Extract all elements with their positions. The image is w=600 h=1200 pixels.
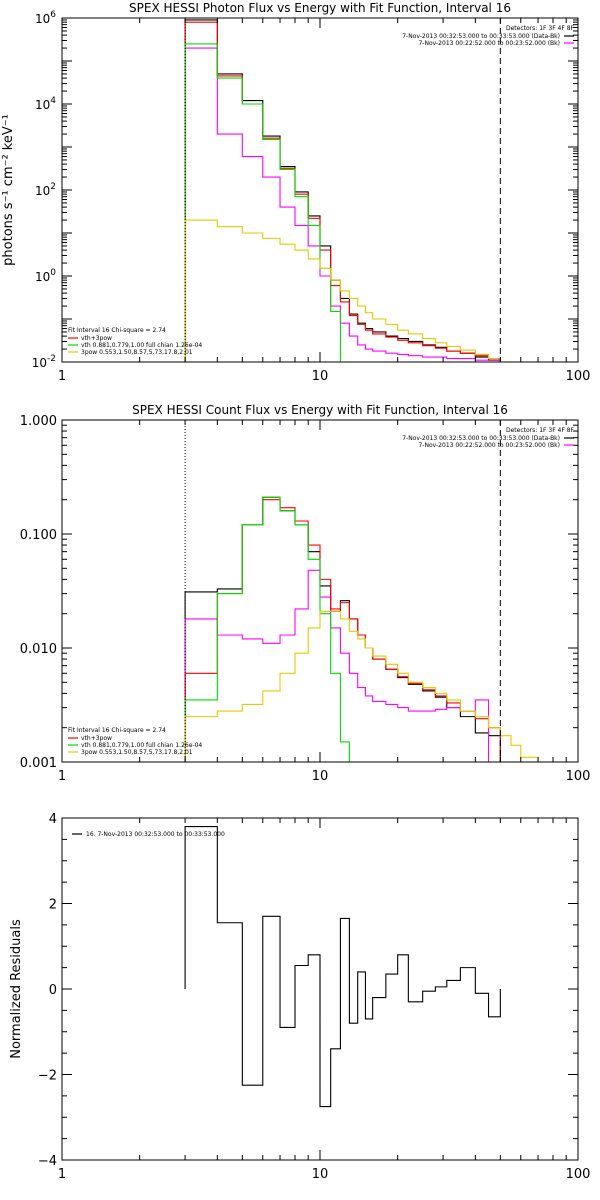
legend-entry-label: 3pow 0.553,1.50,8.57,5.73,17.8,2.01 [81,749,193,756]
legend-entry-label: vth 0.881,0.779,1.00 full chian 1.26e-04 [81,742,202,749]
chart-title: SPEX HESSI Photon Flux vs Energy with Fi… [129,1,511,15]
x-tick-label: 100 [566,369,591,384]
y-axis-label: Normalized Residuals [9,919,24,1059]
series-line-1 [184,19,501,362]
x-tick-label: 10 [312,769,329,784]
y-tick-exponent: 0 [50,268,56,278]
x-tick-label: 1 [58,1167,66,1182]
y-tick-base: 10 [35,12,50,26]
y-tick-label: 0.001 [20,756,57,771]
chart-panel-1: SPEX HESSI Photon Flux vs Energy with Fi… [1,1,590,384]
legend-entry-label: 7-Nov-2013 00:32:53.000 to 00:33:53.000 … [402,33,560,40]
y-tick-label: −4 [38,1154,57,1169]
legend-fit-header: Fit Interval 16 Chi-square = 2.74 [68,727,166,734]
x-tick-label: 10 [312,369,329,384]
chart-panel-2: SPEX HESSI Count Flux vs Energy with Fit… [20,403,591,784]
legend-entry-label: vth+3pow [81,335,112,342]
x-tick-label: 1 [58,769,66,784]
legend-entry-label: vth+3pow [81,735,112,742]
y-tick-base: 10 [32,356,47,370]
y-tick-label: 102 [35,182,56,198]
y-tick-label: 106 [35,10,56,26]
x-tick-label: 10 [312,1167,329,1182]
legend-entry-label: 3pow 0.553,1.50,8.57,5.73,17.8,2.01 [81,349,193,356]
series-line-5 [184,610,567,762]
series-line-1 [184,496,501,762]
x-tick-label: 100 [566,1167,591,1182]
y-tick-base: 10 [35,184,50,198]
y-tick-exponent: 4 [50,96,56,106]
y-tick-label: 1.000 [20,414,57,429]
legend-entry-label: 7-Nov-2013 00:32:53.000 to 00:33:53.000 … [402,435,560,442]
series-line-3 [184,21,501,362]
series-group [184,19,521,362]
legend-entry-label: 7-Nov-2013 00:22:52.000 to 00:23:52.000 … [418,40,560,47]
series-line-1 [184,826,501,1108]
y-tick-exponent: 6 [50,10,56,20]
y-tick-label: 0.100 [20,528,57,543]
y-axis-label: photons s⁻¹ cm⁻² keV⁻¹ [1,114,16,266]
x-tick-label: 100 [566,769,591,784]
y-tick-exponent: 2 [50,182,56,192]
series-line-3 [184,499,501,762]
series-line-2 [184,569,501,762]
legend-entry-label: 7-Nov-2013 00:22:52.000 to 00:23:52.000 … [418,442,560,449]
series-group [184,826,501,1108]
x-tick-label: 1 [58,369,66,384]
legend-detectors: Detectors: 1F 3F 4F 8F [506,25,575,32]
series-group [184,496,567,762]
y-tick-label: 0.010 [20,642,57,657]
legend-entry-label: vth 0.881,0.779,1.00 full chian 1.26e-04 [81,342,202,349]
series-line-4 [184,43,350,362]
y-tick-base: 10 [35,270,50,284]
legend-entry-label: 16. 7-Nov-2013 00:32:53.000 to 00:33:53.… [86,831,225,838]
y-tick-label: 4 [49,812,57,827]
series-line-4 [184,496,358,762]
y-tick-label: 100 [35,268,56,284]
y-tick-label: 104 [35,96,56,112]
legend-detectors: Detectors: 1F 3F 4F 8F [506,427,575,434]
legend-fit-header: Fit Interval 16 Chi-square = 2.74 [68,327,166,334]
y-tick-label: 0 [49,983,57,998]
y-tick-label: 2 [49,898,57,913]
chart-title: SPEX HESSI Count Flux vs Energy with Fit… [132,403,508,417]
y-tick-label: 10-2 [32,354,56,370]
y-tick-base: 10 [35,98,50,112]
series-line-5 [184,219,521,362]
series-line-2 [184,47,501,362]
chart-panel-3: 1 10 100 −4 −2 0 2 4 Normalized Residuals 16. 7-N… [9,812,590,1182]
y-tick-label: −2 [38,1069,57,1084]
y-tick-exponent: -2 [47,354,56,364]
